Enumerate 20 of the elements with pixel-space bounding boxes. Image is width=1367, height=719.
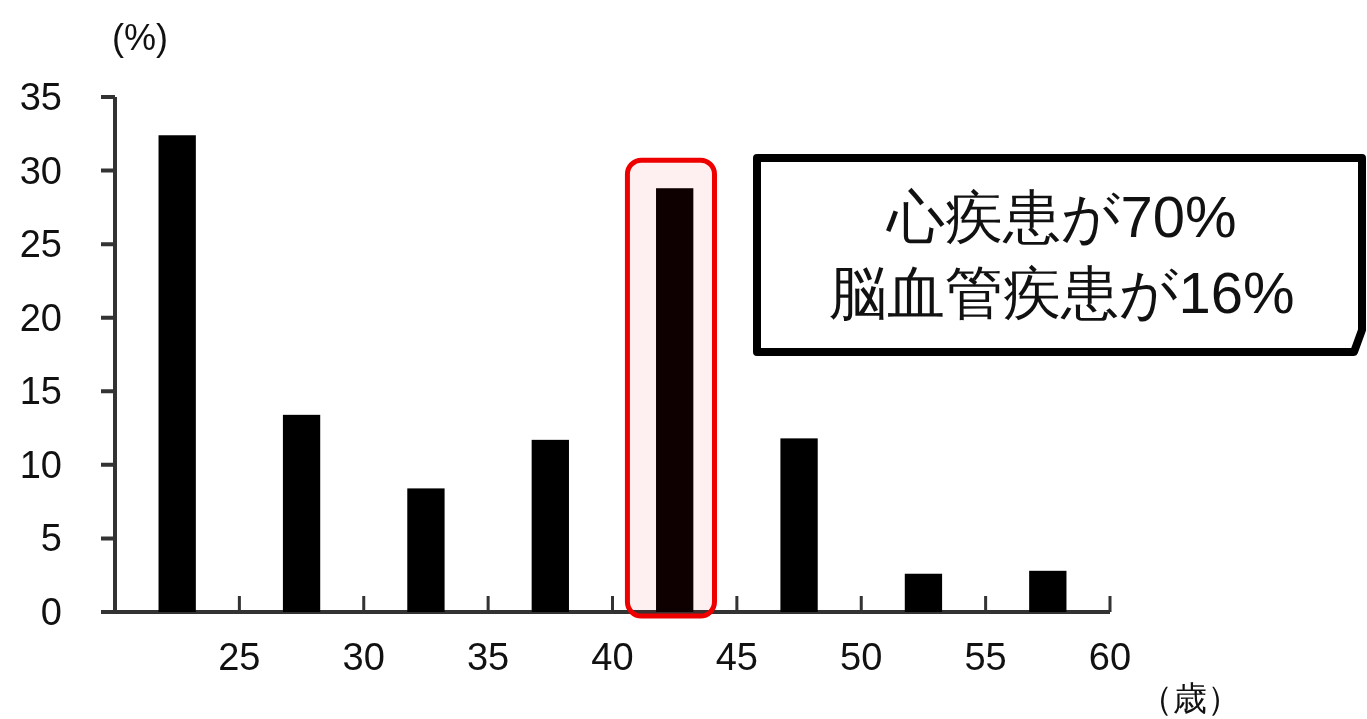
x-tick-label: 55 (964, 636, 1007, 678)
y-tick-label: 10 (19, 443, 62, 486)
x-tick-label: 45 (715, 636, 759, 678)
x-tick-label: 40 (591, 636, 634, 678)
annotation: 脳血管疾患が16% (829, 260, 1295, 325)
y-axis-title: (%) (112, 17, 168, 58)
y-tick-label: 25 (19, 223, 62, 266)
y-tick-label: 15 (19, 370, 62, 413)
y-tick-label: 20 (19, 296, 62, 339)
annotation: 心疾患が70% (886, 184, 1237, 249)
y-tick-label: 5 (40, 517, 62, 560)
x-axis-title: （歳） (1139, 679, 1241, 717)
x-tick-label: 30 (342, 636, 385, 678)
x-tick-label: 35 (466, 636, 510, 678)
y-tick-label: 35 (19, 76, 62, 118)
x-tick-label: 25 (218, 636, 261, 678)
x-tick-label: 60 (1088, 636, 1132, 678)
y-tick-label: 0 (40, 591, 62, 633)
y-tick-label: 30 (19, 149, 62, 192)
x-tick-label: 50 (840, 636, 883, 678)
